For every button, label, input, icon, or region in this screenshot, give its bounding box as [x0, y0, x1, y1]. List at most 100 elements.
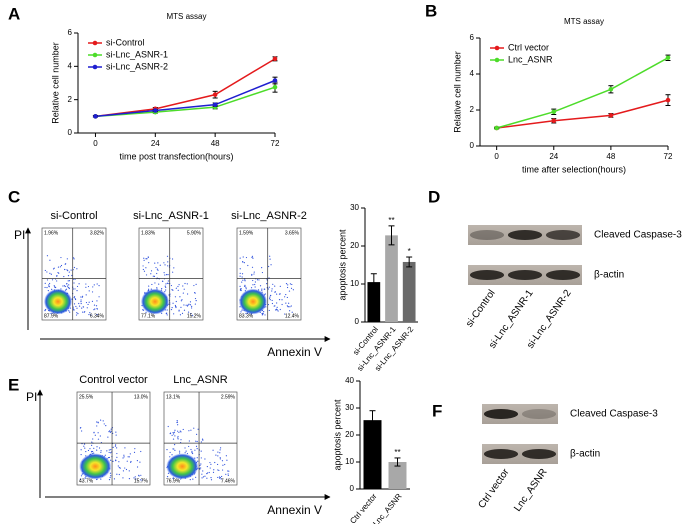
- flow-dot: [269, 296, 271, 298]
- flow-dot: [180, 306, 182, 308]
- flow-dot: [164, 264, 166, 266]
- flow-dot: [84, 447, 86, 449]
- quadrant-value: 83.3%: [239, 313, 254, 319]
- flow-dot: [128, 478, 131, 480]
- bar: [402, 261, 416, 322]
- flow-dot: [86, 307, 88, 309]
- flow-dot: [286, 286, 289, 289]
- flow-dot: [154, 262, 156, 264]
- flow-dot: [89, 312, 91, 314]
- x-tick-label: 48: [211, 139, 220, 148]
- chart-title: MTS assay: [564, 17, 604, 26]
- flow-dot: [219, 447, 222, 449]
- y-axis-label: apoptosis percent: [332, 399, 342, 471]
- flow-dot: [288, 290, 291, 292]
- flow-dot: [73, 266, 75, 269]
- flow-dot: [251, 255, 254, 257]
- point: [212, 102, 218, 107]
- flow-dot: [93, 284, 95, 286]
- flow-dot: [239, 257, 241, 259]
- flow-dot: [261, 312, 263, 315]
- flow-density: [238, 288, 268, 315]
- flow-dot: [47, 290, 49, 292]
- y-tick-label: 6: [68, 28, 73, 37]
- flow-dot: [76, 268, 78, 270]
- flow-dot: [192, 478, 194, 480]
- flow-dot: [96, 449, 98, 451]
- flow-dot: [279, 285, 281, 287]
- flow-dot: [73, 309, 75, 311]
- flow-dot: [206, 477, 208, 479]
- flow-dot: [84, 477, 86, 479]
- flow-dot: [93, 309, 95, 311]
- flow-dot: [97, 432, 99, 434]
- point: [494, 125, 499, 131]
- flow-dot: [168, 294, 170, 296]
- flow-dot: [182, 428, 184, 431]
- flow-dot: [272, 283, 274, 285]
- flow-dot: [212, 449, 214, 451]
- flow-dot: [200, 450, 202, 452]
- flow-dot: [167, 274, 169, 276]
- flow-dot: [45, 308, 47, 311]
- flow-dot: [285, 293, 287, 296]
- flow-dot: [126, 460, 128, 462]
- flow-dot: [202, 470, 204, 472]
- flow-dot: [142, 265, 144, 267]
- flow-dot: [291, 283, 293, 286]
- flow-dot: [50, 273, 52, 275]
- flow-dot: [178, 431, 180, 434]
- flow-dot: [188, 440, 190, 442]
- flow-dot: [92, 438, 94, 440]
- flow-dot: [150, 273, 152, 275]
- flow-dot: [197, 428, 199, 430]
- flow-dot: [53, 285, 55, 287]
- flow-dot: [191, 452, 193, 454]
- flow-dot: [191, 450, 193, 452]
- flow-dot: [127, 456, 129, 458]
- flow-dot: [49, 282, 51, 285]
- flow-dot: [183, 309, 186, 311]
- flow-dot: [80, 296, 82, 298]
- flow-dot: [140, 450, 142, 453]
- flow-dot: [148, 285, 150, 287]
- flow-dot: [107, 457, 110, 459]
- flow-dot: [76, 312, 78, 314]
- flow-dot: [48, 286, 50, 288]
- quadrant-value: 43.7%: [79, 478, 94, 484]
- flow-dot: [196, 440, 198, 443]
- flow-dot: [141, 479, 143, 481]
- flow-dot: [165, 274, 168, 276]
- flow-dot: [87, 303, 89, 306]
- flow-dot: [171, 258, 174, 260]
- flow-dot: [94, 434, 96, 436]
- flow-dot: [155, 266, 157, 269]
- legend-label: Ctrl vector: [508, 42, 549, 52]
- flow-dot: [76, 290, 78, 292]
- flow-dot: [173, 448, 175, 450]
- flow-dot: [264, 293, 266, 295]
- flow-dot: [245, 286, 247, 288]
- flow-dot: [96, 446, 98, 448]
- flow-dot: [251, 256, 253, 258]
- flow-dot: [200, 441, 203, 443]
- flow-dot: [286, 296, 288, 299]
- flow-dot: [110, 475, 112, 477]
- flow-dot: [187, 304, 189, 306]
- flow-dot: [179, 296, 181, 298]
- flow-dot: [244, 284, 246, 286]
- flow-dot: [73, 258, 75, 260]
- flow-dot: [147, 256, 149, 258]
- flow-dot: [78, 302, 80, 305]
- flow-dot: [60, 256, 62, 259]
- flow-dot: [180, 439, 182, 441]
- flow-dot: [68, 284, 70, 286]
- flow-dot: [105, 425, 107, 427]
- flow-dot: [206, 465, 208, 468]
- flow-dot: [98, 285, 100, 287]
- flow-dot: [80, 453, 82, 456]
- flow-dot: [108, 451, 110, 454]
- x-tick-label: 0: [93, 139, 98, 148]
- flow-dot: [87, 285, 90, 288]
- flow-dot: [199, 464, 201, 466]
